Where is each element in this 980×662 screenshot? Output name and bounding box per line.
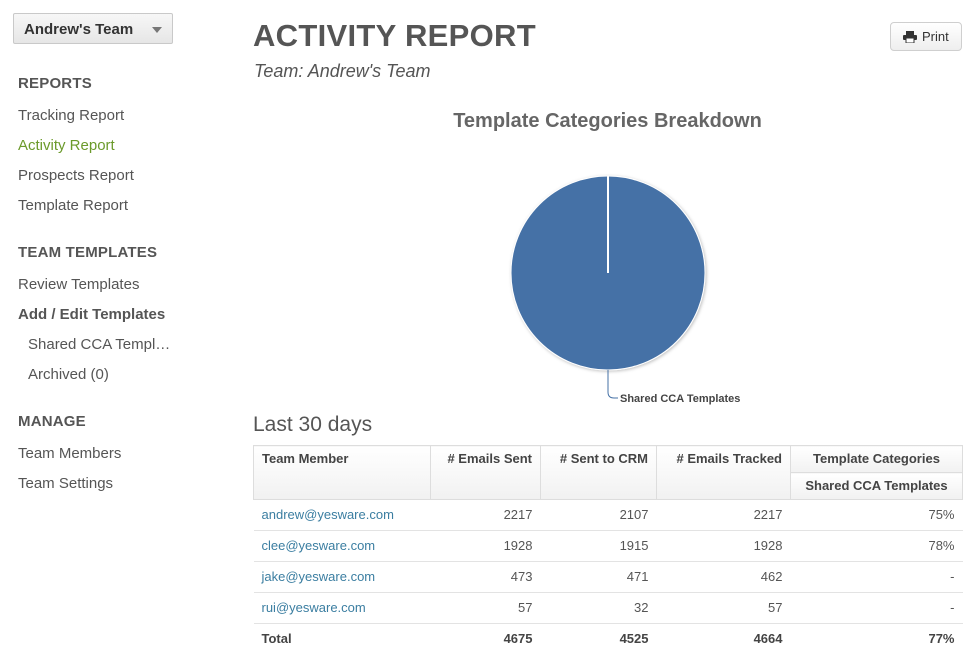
shared-cca-cell: -	[790, 592, 963, 624]
activity-table: Team Member # Emails Sent # Sent to CRM …	[253, 445, 963, 654]
period-heading: Last 30 days	[253, 413, 373, 436]
sidebar-item-activity-report[interactable]: Activity Report	[18, 137, 115, 154]
printer-icon	[903, 31, 917, 43]
emails-tracked-cell: 2217	[656, 499, 791, 531]
table-row: rui@yesware.com 57 32 57 -	[253, 592, 963, 624]
sidebar-item-tracking-report[interactable]: Tracking Report	[18, 107, 125, 124]
sidebar-item-template-report[interactable]: Template Report	[18, 197, 129, 214]
pie-label-connector	[607, 370, 618, 399]
member-link[interactable]: rui@yesware.com	[261, 600, 366, 615]
section-heading-reports: REPORTS	[18, 75, 92, 92]
emails-sent-cell: 2217	[430, 499, 541, 531]
sidebar-item-team-members[interactable]: Team Members	[18, 445, 122, 462]
pie-chart-svg: Shared CCA Templates	[510, 175, 740, 405]
col-template-categories: Template Categories	[790, 445, 963, 473]
sent-to-crm-cell: 2107	[540, 499, 657, 531]
sidebar-item-archived[interactable]: Archived (0)	[28, 366, 109, 383]
emails-sent-cell: 1928	[430, 530, 541, 562]
page-title: ACTIVITY REPORT	[253, 18, 536, 53]
section-heading-manage: MANAGE	[18, 413, 86, 430]
total-shared-cca: 77%	[790, 623, 963, 654]
emails-tracked-cell: 1928	[656, 530, 791, 562]
total-sent-to-crm: 4525	[540, 623, 657, 654]
section-heading-team-templates: TEAM TEMPLATES	[18, 244, 158, 261]
total-row: Total 4675 4525 4664 77%	[253, 623, 963, 654]
sent-to-crm-cell: 471	[540, 561, 657, 593]
team-select-label: Andrew's Team	[24, 21, 134, 38]
col-shared-cca-templates[interactable]: Shared CCA Templates	[790, 472, 963, 500]
total-emails-sent: 4675	[430, 623, 541, 654]
member-link[interactable]: jake@yesware.com	[261, 569, 376, 584]
pie-chart: Shared CCA Templates	[253, 140, 963, 405]
pie-slice-label: Shared CCA Templates	[620, 393, 740, 405]
col-sent-to-crm[interactable]: # Sent to CRM	[540, 445, 657, 500]
sidebar-item-team-settings[interactable]: Team Settings	[18, 475, 114, 492]
shared-cca-cell: 78%	[790, 530, 963, 562]
sent-to-crm-cell: 1915	[540, 530, 657, 562]
member-link[interactable]: clee@yesware.com	[261, 538, 376, 553]
chart-title: Template Categories Breakdown	[453, 110, 762, 132]
shared-cca-cell: 75%	[790, 499, 963, 531]
total-label: Total	[253, 623, 431, 654]
member-link[interactable]: andrew@yesware.com	[261, 507, 394, 522]
total-emails-tracked: 4664	[656, 623, 791, 654]
col-emails-tracked[interactable]: # Emails Tracked	[656, 445, 791, 500]
shared-cca-cell: -	[790, 561, 963, 593]
col-emails-sent[interactable]: # Emails Sent	[430, 445, 541, 500]
sidebar-item-add-edit-templates[interactable]: Add / Edit Templates	[18, 306, 166, 323]
sent-to-crm-cell: 32	[540, 592, 657, 624]
emails-sent-cell: 57	[430, 592, 541, 624]
chevron-down-icon	[152, 27, 162, 33]
print-label: Print	[922, 29, 949, 44]
team-select-dropdown[interactable]: Andrew's Team	[13, 13, 173, 44]
emails-tracked-cell: 57	[656, 592, 791, 624]
table-row: clee@yesware.com 1928 1915 1928 78%	[253, 530, 963, 562]
sidebar-item-prospects-report[interactable]: Prospects Report	[18, 167, 134, 184]
col-team-member[interactable]: Team Member	[253, 445, 431, 500]
print-button[interactable]: Print	[890, 22, 962, 51]
table-row: jake@yesware.com 473 471 462 -	[253, 561, 963, 593]
page-subtitle: Team: Andrew's Team	[254, 61, 431, 81]
sidebar-item-shared-cca-templates[interactable]: Shared CCA Templ…	[28, 336, 171, 353]
sidebar-item-review-templates[interactable]: Review Templates	[18, 276, 140, 293]
emails-sent-cell: 473	[430, 561, 541, 593]
emails-tracked-cell: 462	[656, 561, 791, 593]
table-row: andrew@yesware.com 2217 2107 2217 75%	[253, 499, 963, 531]
